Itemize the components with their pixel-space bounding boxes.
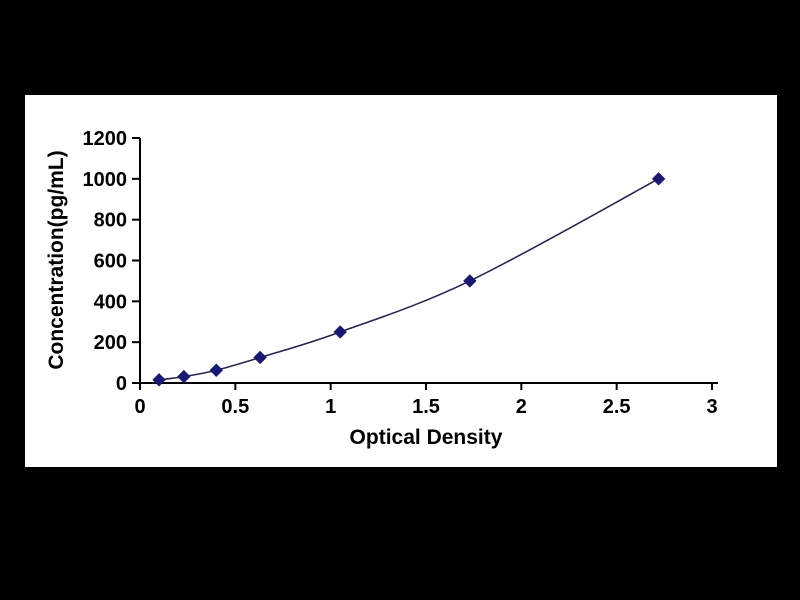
x-tick-label: 2.5 <box>603 396 631 418</box>
y-tick-label: 800 <box>94 210 127 232</box>
x-tick-label: 0 <box>134 396 145 418</box>
data-point-marker <box>651 172 666 186</box>
x-axis-title: Optical Density <box>349 426 503 449</box>
x-tick-label: 2 <box>516 396 527 418</box>
data-point-marker <box>177 369 191 384</box>
y-tick-label: 1000 <box>83 169 128 191</box>
data-point-marker <box>152 373 166 387</box>
y-axis-title: Concentration(pg/mL) <box>45 150 68 370</box>
data-point-marker <box>209 363 223 377</box>
x-tick-label: 3 <box>706 396 717 418</box>
y-tick-label: 1200 <box>83 128 128 150</box>
x-tick-label: 1 <box>325 396 336 418</box>
y-tick-label: 600 <box>94 251 127 273</box>
x-tick-label: 1.5 <box>412 396 440 418</box>
plot-panel <box>25 95 777 467</box>
y-tick-label: 200 <box>94 332 127 354</box>
y-tick-label: 400 <box>94 291 127 313</box>
data-point-marker <box>333 325 347 339</box>
data-point-marker <box>463 274 477 288</box>
data-point-marker <box>253 350 267 365</box>
x-tick-label: 0.5 <box>221 396 249 418</box>
y-tick-label: 0 <box>116 373 127 395</box>
